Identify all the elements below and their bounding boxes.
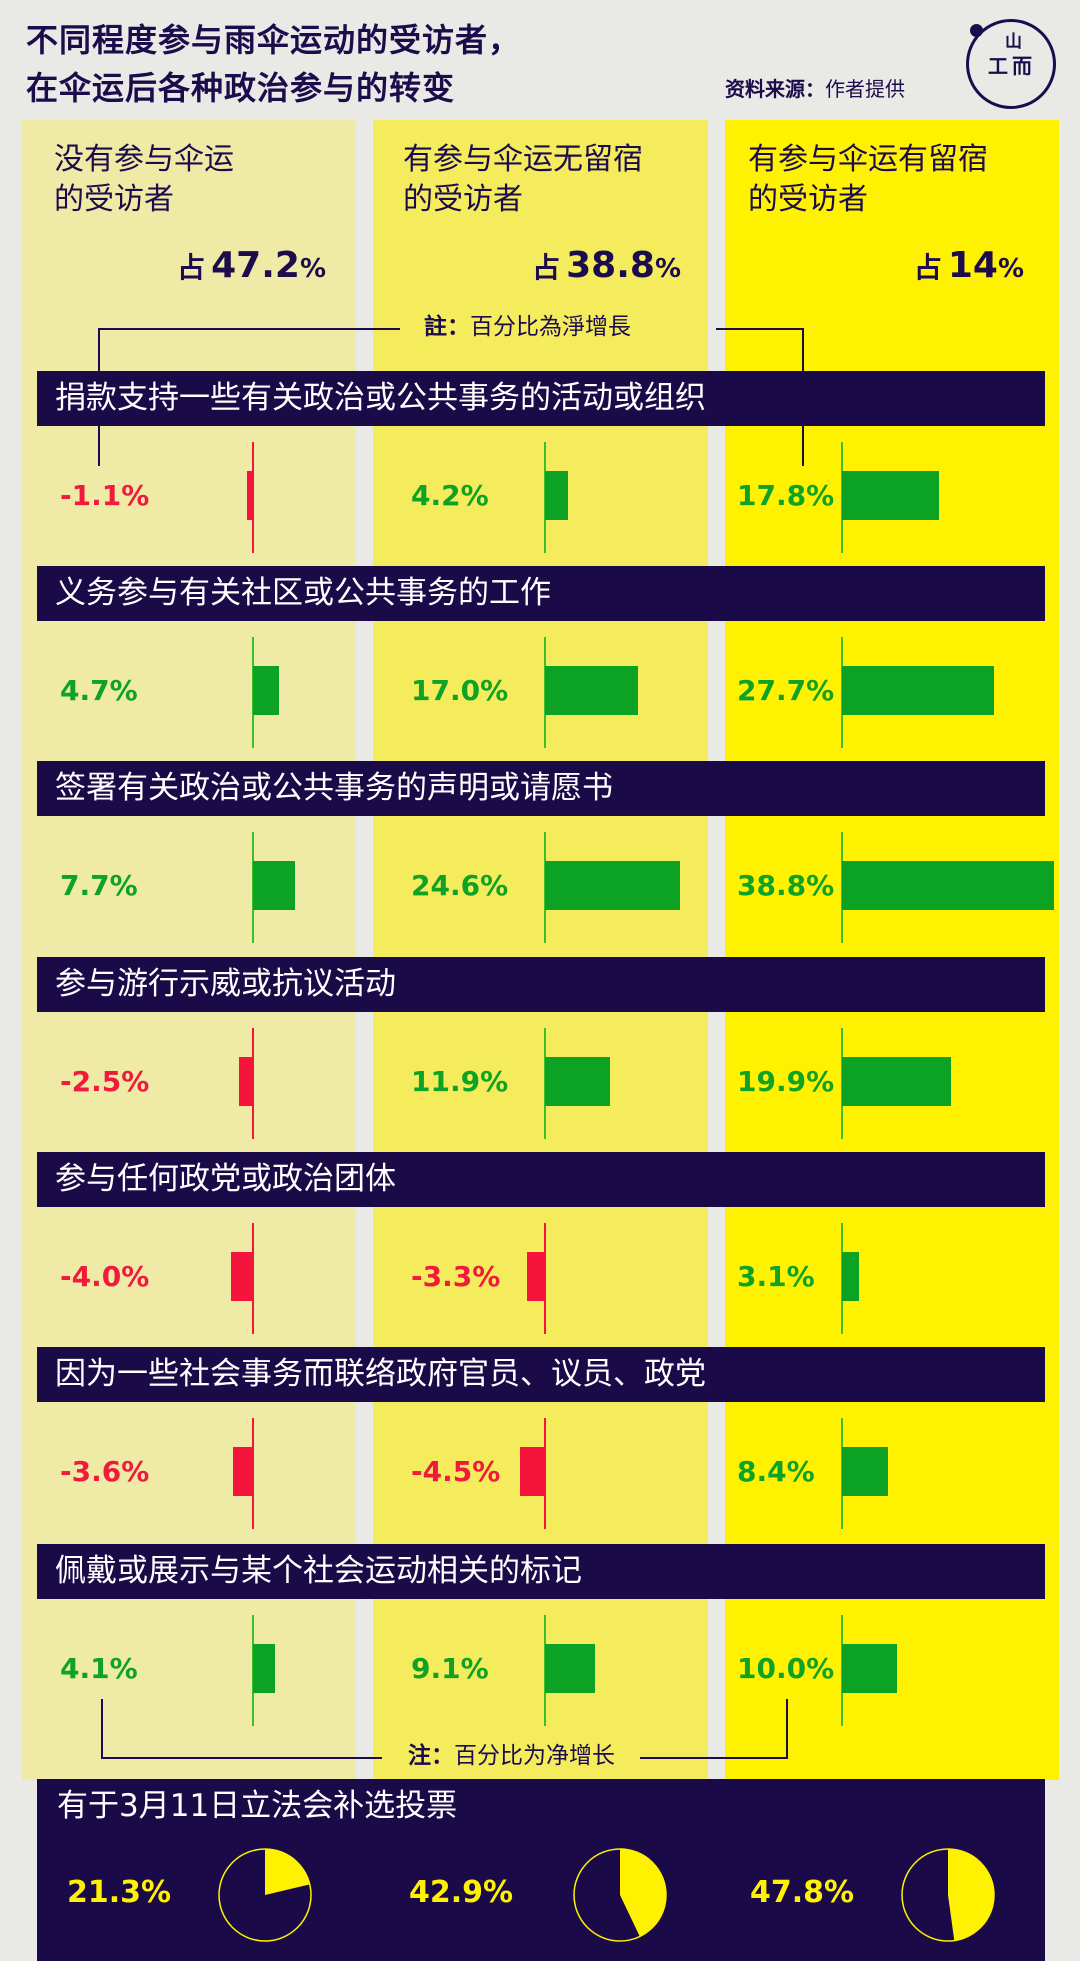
- value-label: -4.5%: [411, 1455, 501, 1488]
- value-bar: [253, 861, 296, 910]
- question-bar: 佩戴或展示与某个社会运动相关的标记: [37, 1544, 1045, 1599]
- value-bar: [842, 471, 940, 520]
- value-label: 9.1%: [411, 1652, 489, 1685]
- vote-value-1: 21.3%: [67, 1875, 172, 1910]
- group-label-2: 有参与伞运无留宿 的受访者: [403, 142, 643, 217]
- vote-value-2: 42.9%: [409, 1875, 514, 1910]
- logo-glyph-left: 工: [988, 54, 1008, 78]
- value-label: -2.5%: [60, 1065, 150, 1098]
- value-label: 8.4%: [737, 1455, 815, 1488]
- question-bar: 义务参与有关社区或公共事务的工作: [37, 566, 1045, 621]
- value-label: 24.6%: [411, 869, 509, 902]
- bar-axis-line: [252, 1418, 254, 1529]
- group-share-2: 占 38.8%: [532, 245, 681, 286]
- value-bar: [231, 1252, 253, 1301]
- value-bar: [545, 861, 680, 910]
- bar-axis-line: [252, 1028, 254, 1139]
- value-label: 4.1%: [60, 1652, 138, 1685]
- chart-title-line2: 在伞运后各种政治参与的转变: [26, 69, 456, 107]
- note-bracket-line: [98, 328, 400, 330]
- question-label: 佩戴或展示与某个社会运动相关的标记: [55, 1553, 582, 1589]
- value-label: -1.1%: [60, 479, 150, 512]
- question-bar: 参与游行示威或抗议活动: [37, 957, 1045, 1012]
- question-bar: 因为一些社会事务而联络政府官员、议员、政党: [37, 1347, 1045, 1402]
- value-bar: [526, 1252, 545, 1301]
- logo-dot-icon: [970, 24, 983, 37]
- group-share-3: 占 14%: [913, 245, 1024, 286]
- group-label-3: 有参与伞运有留宿 的受访者: [748, 142, 988, 217]
- bar-axis-line: [544, 1418, 546, 1529]
- question-bar: 参与任何政党或政治团体: [37, 1152, 1045, 1207]
- note-bracket-line: [101, 1757, 382, 1759]
- question-bar: 签署有关政治或公共事务的声明或请愿书: [37, 761, 1045, 816]
- question-label: 签署有关政治或公共事务的声明或请愿书: [55, 770, 613, 806]
- value-label: -3.3%: [411, 1260, 501, 1293]
- logo-glyph-right: 而: [1012, 54, 1032, 78]
- value-bar: [233, 1447, 253, 1496]
- net-increase-note-top: 註：百分比為淨增長: [424, 314, 631, 340]
- value-bar: [842, 1252, 859, 1301]
- value-label: 7.7%: [60, 869, 138, 902]
- value-bar: [842, 1057, 951, 1106]
- value-bar: [239, 1057, 253, 1106]
- question-label: 义务参与有关社区或公共事务的工作: [55, 575, 551, 611]
- group-label-1: 没有参与伞运 的受访者: [54, 142, 234, 217]
- note-bracket-line: [716, 328, 804, 330]
- value-label: 17.0%: [411, 674, 509, 707]
- note-bracket-line: [640, 1757, 788, 1759]
- value-bar: [520, 1447, 545, 1496]
- value-label: 3.1%: [737, 1260, 815, 1293]
- vote-value-3: 47.8%: [750, 1875, 855, 1910]
- value-bar: [842, 1447, 888, 1496]
- value-label: 10.0%: [737, 1652, 835, 1685]
- value-bar: [545, 666, 638, 715]
- question-label: 因为一些社会事务而联络政府官员、议员、政党: [55, 1356, 706, 1392]
- note-bracket-line: [786, 1699, 788, 1758]
- group-share-1: 占 47.2%: [177, 245, 326, 286]
- bar-axis-line: [544, 1223, 546, 1334]
- vote-section-title: 有于3月11日立法会补选投票: [57, 1788, 458, 1824]
- value-label: 4.2%: [411, 479, 489, 512]
- logo-glyph-top: 山: [1005, 32, 1022, 52]
- note-bracket-line: [101, 1699, 103, 1758]
- source-credit: 资料来源：作者提供: [725, 79, 905, 99]
- pie-slice: [948, 1848, 995, 1941]
- logo-icon: [966, 19, 1056, 109]
- value-bar: [545, 471, 568, 520]
- question-label: 捐款支持一些有关政治或公共事务的活动或组织: [55, 380, 706, 416]
- value-bar: [545, 1644, 595, 1693]
- net-increase-note-bottom: 注：百分比为净增长: [408, 1743, 615, 1769]
- bar-axis-line: [252, 1223, 254, 1334]
- question-label: 参与游行示威或抗议活动: [55, 966, 396, 1002]
- value-bar: [246, 471, 253, 520]
- value-label: 38.8%: [737, 869, 835, 902]
- value-bar: [842, 861, 1055, 910]
- value-label: 4.7%: [60, 674, 138, 707]
- value-label: 27.7%: [737, 674, 835, 707]
- pie-slice: [265, 1849, 310, 1895]
- value-bar: [253, 666, 279, 715]
- value-label: -3.6%: [60, 1455, 150, 1488]
- pie-slice: [620, 1849, 666, 1937]
- source-value: 作者提供: [825, 77, 905, 101]
- value-bar: [253, 1644, 276, 1693]
- chart-title-line1: 不同程度参与雨伞运动的受访者，: [26, 21, 522, 59]
- value-label: 11.9%: [411, 1065, 509, 1098]
- value-bar: [842, 1644, 897, 1693]
- vote-section: [37, 1779, 1045, 1961]
- value-label: -4.0%: [60, 1260, 150, 1293]
- value-label: 19.9%: [737, 1065, 835, 1098]
- value-bar: [545, 1057, 611, 1106]
- source-label: 资料来源：: [725, 77, 825, 101]
- question-bar: 捐款支持一些有关政治或公共事务的活动或组织: [37, 371, 1045, 426]
- value-bar: [842, 666, 994, 715]
- bar-axis-line: [252, 442, 254, 553]
- value-label: 17.8%: [737, 479, 835, 512]
- question-label: 参与任何政党或政治团体: [55, 1161, 396, 1197]
